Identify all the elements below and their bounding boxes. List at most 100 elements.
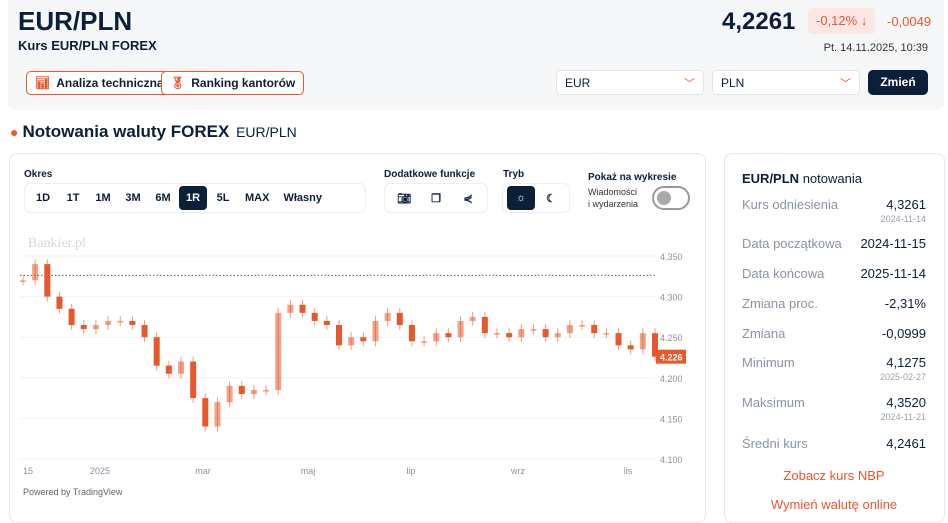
bullet-icon: ● <box>10 124 19 140</box>
period-1m[interactable]: 1M <box>95 192 111 204</box>
quote-key: Zmiana <box>742 326 786 341</box>
change-value: -0,0049 <box>887 14 932 29</box>
quote-date: 2024-11-14 <box>880 214 926 224</box>
last-price-label: 4.226 <box>660 353 683 363</box>
quote-value-text: -0,0999 <box>881 326 926 341</box>
quote-value-text: -2,31% <box>884 296 926 311</box>
period-1d[interactable]: 1D <box>35 192 51 204</box>
candle <box>20 280 26 282</box>
candle <box>178 361 184 374</box>
period-max[interactable]: MAX <box>245 192 270 204</box>
moon-icon[interactable]: ☾ <box>546 192 556 205</box>
quote-row: Data końcowa 2025-11-14 <box>742 266 926 281</box>
change-button[interactable]: Zmień <box>868 70 928 95</box>
candle <box>275 312 282 390</box>
quote-value: -0,0999 <box>882 326 926 341</box>
period-selector: 1D 1T 1M 3M 6M 1R 5L MAX Własny <box>24 183 366 213</box>
candle <box>44 264 51 297</box>
quotes-title-text: notowania <box>802 171 862 186</box>
extra-functions: 📷︎ ❐ ⋞ <box>384 183 488 213</box>
period-1t[interactable]: 1T <box>66 192 80 204</box>
mode-label: Tryb <box>503 169 525 180</box>
chevron-down-icon: ﹀ <box>684 77 695 90</box>
candle <box>153 337 160 366</box>
candle <box>299 304 306 313</box>
period-label: Okres <box>24 169 53 180</box>
camera-icon[interactable]: 📷︎ <box>397 192 411 205</box>
last-price-badge <box>656 349 686 364</box>
page-title: EUR/PLN <box>18 6 133 36</box>
quote-key: Data początkowa <box>742 236 842 251</box>
candle <box>202 398 209 427</box>
candle <box>421 341 428 343</box>
quotes-title-pair: EUR/PLN <box>742 171 800 186</box>
period-5l[interactable]: 5L <box>216 192 230 204</box>
x-tick-label: 2025 <box>90 466 110 476</box>
period-1r[interactable]: 1R <box>179 186 207 210</box>
candle <box>311 312 318 321</box>
candle <box>348 337 355 346</box>
button-label: Ranking kantorów <box>191 76 296 90</box>
quote-key: Zmiana proc. <box>742 296 818 311</box>
change-pct-badge: -0,12% ↓ <box>808 8 876 34</box>
candle <box>591 325 598 334</box>
quote-value: 4,1275 2025-02-27 <box>880 355 926 382</box>
quote-key: Średni kurs <box>742 436 808 451</box>
select-value: PLN <box>721 75 745 90</box>
section-title: ● Notowania waluty FOREX EUR/PLN <box>10 122 297 142</box>
technical-analysis-button[interactable]: 📊︎ Analiza techniczna <box>26 71 173 95</box>
period-3m[interactable]: 3M <box>125 192 141 204</box>
medal-icon: 🏅︎ <box>170 76 186 90</box>
candle <box>518 329 525 338</box>
x-tick-label: lip <box>406 466 415 476</box>
y-tick-label: 4.350 <box>660 252 683 262</box>
chart-card <box>9 153 706 523</box>
exchange-online-link[interactable]: Wymień walutę online <box>770 497 898 512</box>
x-tick-label: maj <box>301 466 316 476</box>
period-6m[interactable]: 6M <box>155 192 171 204</box>
candle <box>603 333 610 335</box>
quote-value: 2025-11-14 <box>860 266 926 281</box>
share-icon[interactable]: ⋞ <box>463 192 473 205</box>
sun-icon[interactable]: ☼ <box>507 186 535 210</box>
candle <box>323 320 330 326</box>
candle <box>530 329 537 331</box>
candle <box>579 325 586 327</box>
period-własny[interactable]: Własny <box>283 192 322 204</box>
news-toggle[interactable] <box>652 186 690 210</box>
show-on-chart-label: Pokaż na wykresie <box>588 172 677 183</box>
quote-value: 4,2461 <box>886 436 926 451</box>
candle <box>336 325 342 346</box>
quote-row: Zmiana -0,0999 <box>742 326 926 341</box>
to-currency-select[interactable]: PLN ﹀ <box>712 70 860 95</box>
price-chart[interactable]: Bankier.pl 4.350 4.300 4.250 4.200 4.150 4.100… <box>0 228 710 503</box>
from-currency-select[interactable]: EUR ﹀ <box>556 70 704 95</box>
nbp-rate-link[interactable]: Zobacz kurs NBP <box>783 468 885 483</box>
quote-value: -2,31% <box>885 296 926 311</box>
candle <box>457 320 464 338</box>
quote-key: Minimum <box>742 355 795 370</box>
candle <box>80 325 87 330</box>
candle <box>615 333 622 346</box>
quote-key: Data końcowa <box>742 266 825 281</box>
candle <box>117 320 124 323</box>
candle <box>566 325 573 334</box>
candle <box>56 296 63 309</box>
quote-row: Minimum 4,1275 2025-02-27 <box>742 355 926 382</box>
candle <box>250 389 257 395</box>
section-pair: EUR/PLN <box>236 124 297 140</box>
candle <box>287 304 294 313</box>
bar-chart-icon: 📊︎ <box>35 76 51 90</box>
candle <box>445 333 452 338</box>
change-pct: -0,12% <box>816 13 858 28</box>
quote-row: Zmiana proc. -2,31% <box>742 296 926 311</box>
quote-value: 4,3520 2024-11-21 <box>881 395 926 422</box>
copy-icon[interactable]: ❐ <box>431 192 441 205</box>
mode-selector: ☼ ☾ <box>502 183 570 213</box>
x-tick-label: wrz <box>510 466 525 476</box>
ranking-button[interactable]: 🏅︎ Ranking kantorów <box>161 71 305 95</box>
quote-date: 2025-02-27 <box>879 372 926 382</box>
candle <box>105 320 112 326</box>
candle <box>165 365 172 374</box>
quote-value-text: 4,3520 <box>886 395 926 410</box>
